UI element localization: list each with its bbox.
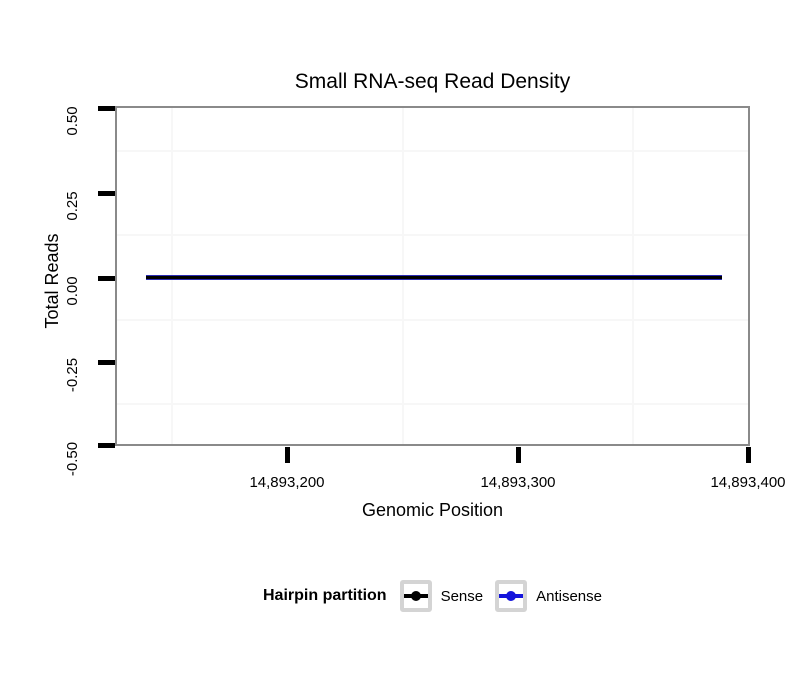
antisense-line bbox=[146, 279, 722, 280]
y-tick-label: 0.50 bbox=[64, 106, 81, 136]
antisense-point-glyph bbox=[506, 591, 517, 601]
y-tick-mark bbox=[98, 360, 115, 365]
legend-label-antisense: Antisense bbox=[536, 587, 602, 605]
read-density-series-line bbox=[146, 275, 722, 280]
x-tick-mark bbox=[516, 447, 521, 463]
x-tick-mark bbox=[746, 447, 751, 463]
x-axis-title: Genomic Position bbox=[361, 500, 504, 520]
antisense-key-icon bbox=[495, 580, 528, 612]
y-tick-mark bbox=[98, 443, 115, 448]
y-tick-label: 0.00 bbox=[64, 276, 81, 306]
y-tick-mark bbox=[98, 191, 115, 196]
sense-line bbox=[146, 276, 722, 279]
y-tick-label: -0.50 bbox=[64, 441, 81, 477]
y-tick-label: 0.25 bbox=[64, 191, 81, 221]
x-tick-mark bbox=[285, 447, 290, 463]
legend-label-sense: Sense bbox=[440, 587, 484, 605]
x-tick-label: 14,893,400 bbox=[710, 474, 786, 491]
y-tick-mark bbox=[98, 106, 115, 111]
minor-gridline-horizontal bbox=[117, 150, 748, 152]
y-tick-mark bbox=[98, 276, 115, 281]
sense-key-icon bbox=[399, 580, 432, 612]
legend-title: Hairpin partition bbox=[263, 587, 387, 604]
x-tick-label: 14,893,200 bbox=[249, 474, 325, 491]
legend: Hairpin partition Sense Antisense bbox=[115, 580, 750, 612]
minor-gridline-horizontal bbox=[117, 319, 748, 321]
chart-title: Small RNA-seq Read Density bbox=[294, 70, 571, 93]
antisense-line bbox=[146, 275, 722, 276]
y-tick-label: -0.25 bbox=[64, 357, 81, 393]
minor-gridline-horizontal bbox=[117, 403, 748, 405]
sense-point-glyph bbox=[410, 591, 421, 601]
minor-gridline-horizontal bbox=[117, 234, 748, 236]
x-tick-label: 14,893,300 bbox=[480, 474, 556, 491]
y-axis-title: Total Reads bbox=[42, 233, 62, 329]
